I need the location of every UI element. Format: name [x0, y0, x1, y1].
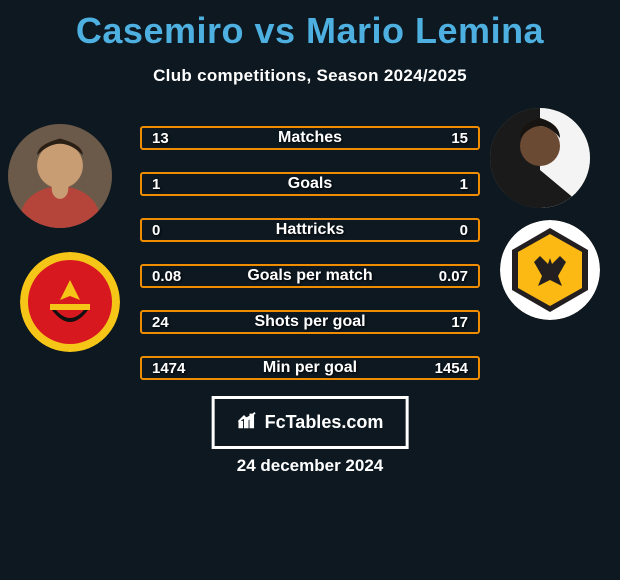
- stat-label: Goals per match: [247, 267, 372, 285]
- stat-value-right: 0: [460, 222, 468, 239]
- stat-label: Goals: [288, 175, 332, 193]
- stat-row: 1474 Min per goal 1454: [140, 356, 480, 380]
- stat-value-left: 13: [152, 130, 169, 147]
- stat-row: 24 Shots per goal 17: [140, 310, 480, 334]
- stat-value-right: 0.07: [439, 268, 468, 285]
- stat-label: Hattricks: [276, 221, 344, 239]
- club-left-badge: [20, 252, 120, 352]
- player-left-avatar: [8, 124, 112, 228]
- date-label: 24 december 2024: [237, 456, 384, 476]
- player-right-avatar: [490, 108, 590, 208]
- stat-row: 13 Matches 15: [140, 126, 480, 150]
- stat-row: 0 Hattricks 0: [140, 218, 480, 242]
- stat-value-right: 1454: [435, 360, 468, 377]
- stat-value-right: 17: [451, 314, 468, 331]
- stat-value-right: 1: [460, 176, 468, 193]
- branding-badge: FcTables.com: [212, 396, 409, 449]
- stat-value-left: 0: [152, 222, 160, 239]
- stat-row: 1 Goals 1: [140, 172, 480, 196]
- stat-value-left: 0.08: [152, 268, 181, 285]
- stat-label: Matches: [278, 129, 342, 147]
- stat-row: 0.08 Goals per match 0.07: [140, 264, 480, 288]
- subtitle: Club competitions, Season 2024/2025: [0, 66, 620, 86]
- page-title: Casemiro vs Mario Lemina: [0, 0, 620, 52]
- stat-value-left: 24: [152, 314, 169, 331]
- chart-icon: [237, 409, 259, 436]
- stat-value-right: 15: [451, 130, 468, 147]
- club-right-badge: [500, 220, 600, 320]
- stat-value-left: 1474: [152, 360, 185, 377]
- branding-text: FcTables.com: [265, 412, 384, 433]
- stat-label: Min per goal: [263, 359, 357, 377]
- stat-label: Shots per goal: [254, 313, 365, 331]
- stat-value-left: 1: [152, 176, 160, 193]
- stats-table: 13 Matches 15 1 Goals 1 0 Hattricks 0 0.08 Goals p…: [140, 126, 480, 402]
